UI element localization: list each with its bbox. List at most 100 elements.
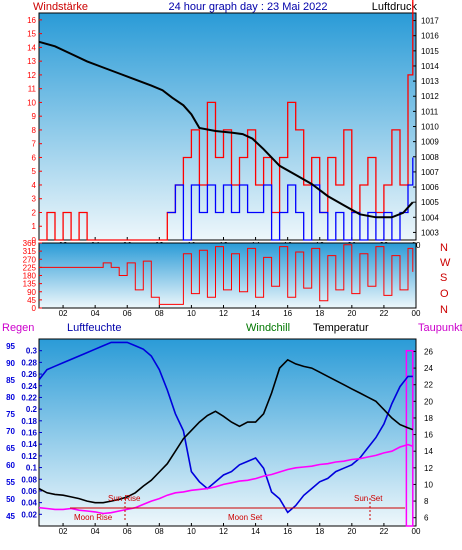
- x-tick-label: 12: [219, 527, 228, 536]
- y-dir-tick-label: 180: [23, 272, 37, 281]
- x-tick-label: 16: [283, 309, 292, 318]
- graph-title: 24 hour graph day : 23 Mai 2022: [168, 1, 327, 13]
- y-humidity-tick-label: 90: [6, 359, 15, 368]
- sun-set-label: Sun Set: [354, 494, 383, 503]
- y-rain-tick-label: 0.28: [21, 358, 37, 367]
- y-humidity-tick-label: 45: [6, 512, 15, 521]
- moon-rise-label: Moon Rise: [74, 513, 113, 522]
- y-right-tick-label: 1016: [421, 32, 439, 41]
- y-left-tick-label: 14: [27, 43, 36, 52]
- y-temp-tick-label: 24: [424, 364, 433, 373]
- wind-direction-panel: [38, 242, 417, 309]
- y-humidity-tick-label: 60: [6, 461, 15, 470]
- y-humidity-tick-label: 85: [6, 376, 15, 385]
- compass-w: W: [440, 257, 451, 269]
- x-tick-label: 10: [187, 309, 196, 318]
- wind-pressure-series: [38, 0, 414, 241]
- y-dir-tick-label: 0: [32, 304, 37, 313]
- compass-o: O: [440, 288, 449, 300]
- legend-windchill: Windchill: [246, 322, 290, 334]
- x-tick-label: 10: [187, 527, 196, 536]
- y-right-tick-label: 1013: [421, 77, 439, 86]
- x-tick-label: 08: [155, 527, 164, 536]
- y-right-tick-label: 1017: [421, 17, 439, 26]
- y-rain-tick-label: 0.14: [21, 440, 37, 449]
- y-left-tick-label: 13: [27, 57, 36, 66]
- y-dir-tick-label: 45: [27, 296, 36, 305]
- y-left-tick-label: 1: [32, 222, 37, 231]
- y-temp-tick-label: 18: [424, 414, 433, 423]
- y-right-tick-label: 1012: [421, 92, 439, 101]
- x-tick-label: 00: [412, 527, 421, 536]
- y-left-tick-label: 4: [32, 181, 37, 190]
- y-rain-tick-label: 0.12: [21, 452, 37, 461]
- x-tick-label: 20: [347, 527, 356, 536]
- x-tick-label: 14: [251, 527, 260, 536]
- x-tick-label: 00: [412, 309, 421, 318]
- legend-luftfeuchte: Luftfeuchte: [67, 322, 121, 334]
- humidity-temperature-panel: [38, 338, 417, 527]
- y-right-tick-label: 1005: [421, 198, 439, 207]
- luftdruck-series: [38, 40, 414, 219]
- x-tick-label: 04: [91, 309, 100, 318]
- windrichtung-series: [39, 244, 414, 305]
- y-left-tick-label: 11: [28, 85, 37, 94]
- y-rain-tick-label: 0.26: [21, 370, 37, 379]
- y-rain-tick-label: 0.02: [21, 510, 37, 519]
- y-rain-tick-label: 0.2: [26, 405, 38, 414]
- y-rain-tick-label: 0.24: [21, 382, 37, 391]
- y-right-tick-label: 1011: [421, 107, 439, 116]
- x-tick-label: 22: [379, 527, 388, 536]
- y-humidity-tick-label: 75: [6, 410, 15, 419]
- y-temp-tick-label: 14: [424, 447, 433, 456]
- y-rain-tick-label: 0.04: [21, 499, 37, 508]
- y-right-tick-label: 1007: [421, 168, 439, 177]
- y-left-tick-label: 10: [27, 98, 36, 107]
- y-right-tick-label: 1009: [421, 138, 439, 147]
- compass-s: S: [440, 272, 447, 284]
- y-right-tick-label: 1004: [421, 213, 439, 222]
- y-right-tick-label: 1015: [421, 47, 439, 56]
- legend-taupunkt: Taupunkt: [418, 322, 462, 334]
- y-left-tick-label: 2: [32, 208, 37, 217]
- y-temp-tick-label: 16: [424, 431, 433, 440]
- y-left-tick-label: 5: [32, 167, 37, 176]
- y-left-tick-label: 3: [32, 195, 37, 204]
- luftfeuchte-series: [38, 341, 413, 514]
- x-tick-label: 06: [123, 527, 132, 536]
- regen-bar: [405, 349, 414, 527]
- y-humidity-tick-label: 80: [6, 393, 15, 402]
- x-tick-label: 12: [219, 309, 228, 318]
- y-rain-tick-label: 0.16: [21, 429, 37, 438]
- y-dir-tick-label: 135: [23, 280, 37, 289]
- y-humidity-tick-label: 70: [6, 427, 15, 436]
- y-left-tick-label: 16: [27, 16, 36, 25]
- y-rain-tick-label: 0.06: [21, 487, 37, 496]
- y-dir-tick-label: 315: [23, 247, 37, 256]
- y-humidity-tick-label: 95: [6, 342, 15, 351]
- y-dir-tick-label: 225: [23, 263, 37, 272]
- y-humidity-tick-label: 65: [6, 444, 15, 453]
- compass-n-top: N: [440, 242, 448, 254]
- sun-rise-label: Sun Rise: [108, 494, 141, 503]
- y-right-tick-label: 1003: [421, 228, 439, 237]
- y-temp-tick-label: 20: [424, 397, 433, 406]
- y-left-tick-label: 12: [27, 71, 36, 80]
- x-tick-label: 18: [315, 309, 324, 318]
- x-tick-label: 18: [315, 527, 324, 536]
- x-tick-label: 02: [59, 527, 68, 536]
- y-dir-tick-label: 360: [23, 239, 37, 248]
- x-tick-label: 02: [59, 309, 68, 318]
- y-left-tick-label: 6: [32, 153, 37, 162]
- y-temp-tick-label: 12: [424, 464, 433, 473]
- y-temp-tick-label: 26: [424, 347, 433, 356]
- y-rain-tick-label: 0.3: [26, 347, 38, 356]
- y-left-tick-label: 0: [32, 236, 37, 245]
- y-right-tick-label: 1010: [421, 123, 439, 132]
- x-tick-label: 04: [91, 527, 100, 536]
- y-rain-tick-label: 0.08: [21, 475, 37, 484]
- x-tick-label: 16: [283, 527, 292, 536]
- y-rain-tick-label: 0.18: [21, 417, 37, 426]
- y-right-tick-label: 1014: [421, 62, 439, 71]
